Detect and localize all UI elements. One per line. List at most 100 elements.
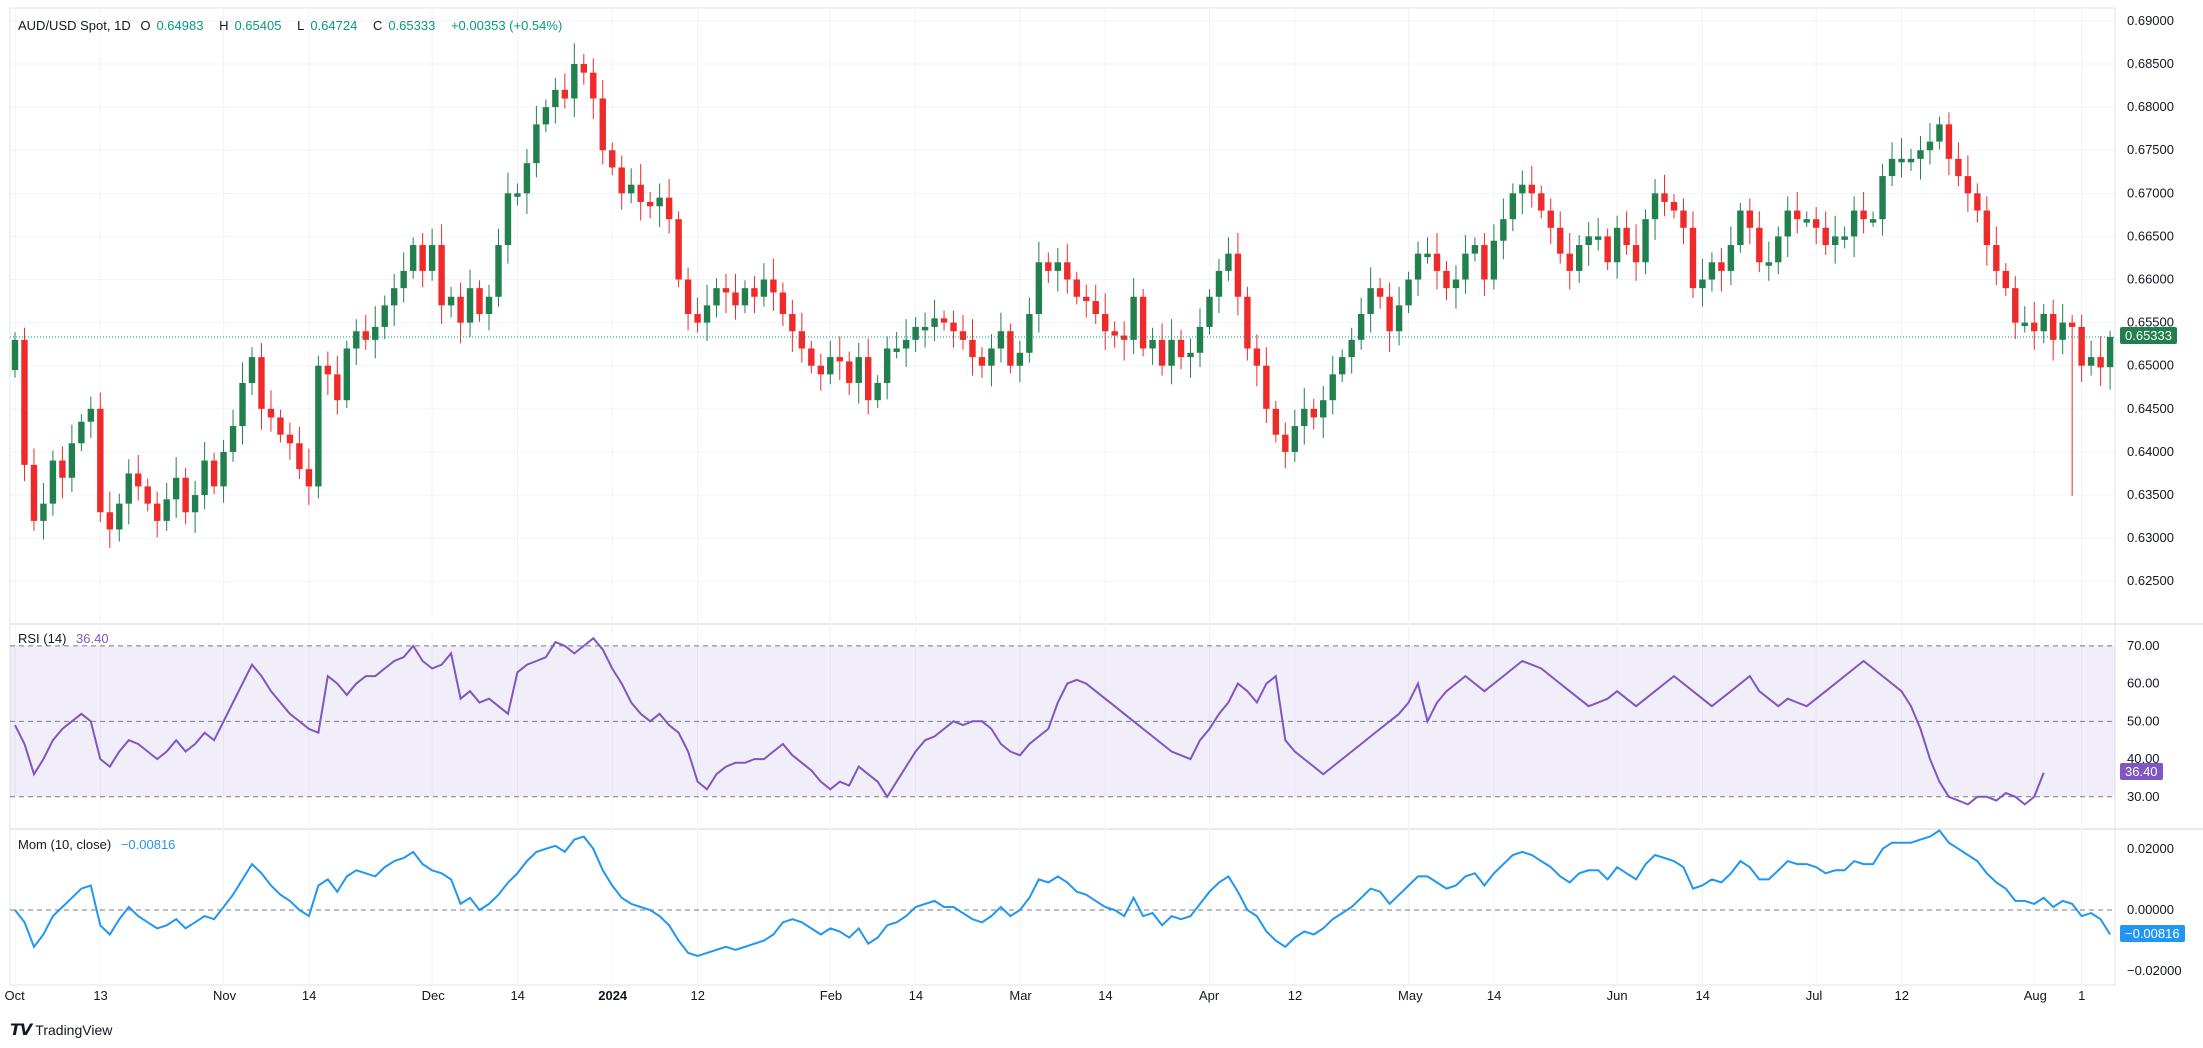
candle-body [1120, 335, 1128, 340]
candle-body [2059, 322, 2066, 340]
candle-body [855, 357, 862, 383]
candle-body [1538, 193, 1545, 211]
candle-body [1329, 374, 1336, 401]
candle-body [1462, 253, 1469, 280]
candle-body [191, 495, 199, 513]
candle-body [1594, 236, 1602, 240]
candle-body [1822, 227, 1829, 246]
candle-body [770, 279, 777, 293]
price-tick-label: 0.63500 [2127, 487, 2174, 502]
candle-body [1585, 236, 1592, 246]
candle-body [883, 348, 891, 383]
candle-body [409, 245, 417, 271]
ohlc-low: L 0.64724 [297, 18, 363, 33]
price-tick-label: 0.66500 [2127, 228, 2174, 243]
candle-body [1917, 150, 1924, 159]
rsi-tick-label: 70.00 [2127, 638, 2160, 653]
candle-body [229, 426, 237, 452]
mom-value: −0.00816 [120, 837, 176, 852]
candle-body [362, 331, 369, 340]
candle-body [239, 382, 246, 427]
time-tick-label: 14 [1695, 988, 1709, 1003]
chart-frame [9, 7, 2116, 986]
candle-body [1746, 210, 1754, 228]
candle-body [760, 279, 768, 297]
candle-body [656, 197, 663, 207]
change-value: +0.00353 (+0.54%) [450, 18, 563, 33]
candle-body [1803, 219, 1810, 223]
candle-body [722, 288, 730, 293]
candle-body [1149, 339, 1156, 349]
candle-body [353, 331, 360, 349]
candle-body [1452, 279, 1460, 289]
rsi-last-tag: 36.40 [2120, 762, 2163, 780]
candle-body [1054, 262, 1061, 271]
candle-body [2087, 357, 2095, 366]
candle-body [2068, 322, 2076, 327]
candle-body [2031, 322, 2038, 332]
price-tick-label: 0.64000 [2127, 444, 2174, 459]
ohlc-open: O 0.64983 [140, 18, 209, 33]
candle-body [1813, 219, 1820, 228]
brand[interactable]: 𝙏𝙑 TradingView [10, 1020, 112, 1040]
mom-line [14, 829, 2111, 957]
candle-body [2002, 270, 2009, 289]
mom-tick-label: 0.00000 [2127, 902, 2174, 917]
candle-body [798, 331, 806, 349]
candle-body [1414, 253, 1422, 280]
time-tick-label: May [1398, 988, 1423, 1003]
candle-body [1993, 245, 2000, 271]
candle-body [163, 499, 170, 521]
rsi-tick-label: 40.00 [2127, 751, 2160, 766]
time-tick-label: 13 [93, 988, 107, 1003]
candle-body [116, 503, 123, 530]
candle-body [248, 357, 256, 383]
candle-body [1566, 253, 1573, 271]
candle-body [997, 331, 1005, 349]
candle-body [732, 292, 739, 306]
candle-body [1016, 352, 1024, 366]
mom-tick-label: −0.02000 [2127, 963, 2182, 978]
candle-body [1215, 270, 1223, 297]
rsi-legend: RSI (14) 36.40 [18, 631, 115, 646]
time-tick-label: 14 [909, 988, 923, 1003]
candle-body [1386, 296, 1393, 332]
candle-body [343, 348, 350, 401]
candle-body [874, 382, 881, 401]
candle-body [1490, 240, 1498, 280]
candle-body [428, 245, 436, 271]
candle-body [1613, 227, 1621, 263]
candle-body [1794, 210, 1801, 220]
candle-body [1206, 296, 1213, 327]
low-label: L [297, 18, 305, 33]
candle-body [1831, 236, 1839, 246]
candle-body [1737, 210, 1744, 246]
candle-body [1756, 227, 1763, 263]
candle-body [372, 326, 379, 340]
candle-body [665, 197, 673, 220]
candle-body [1604, 236, 1611, 263]
candle-body [476, 288, 483, 314]
candle-body [1528, 184, 1535, 194]
candle-body [637, 184, 644, 202]
candle-body [618, 167, 625, 194]
candle-body [1718, 262, 1725, 271]
candle-body [1291, 426, 1298, 452]
candle-body [1320, 400, 1327, 418]
mom-tick-label: 0.02000 [2127, 841, 2174, 856]
candle-body [846, 361, 853, 383]
open-value: 0.64983 [156, 18, 204, 33]
candle-body [561, 89, 569, 99]
time-tick-label: Apr [1199, 988, 1220, 1003]
candle-body [789, 314, 796, 332]
candle-body [1898, 158, 1905, 163]
candle-body [447, 296, 455, 306]
candle-body [210, 460, 218, 487]
candle-body [1405, 279, 1412, 306]
candle-body [646, 201, 654, 207]
candle-body [400, 270, 407, 289]
candle-body [1784, 210, 1791, 237]
time-tick-label: Jul [1806, 988, 1823, 1003]
candle-body [1026, 314, 1033, 353]
